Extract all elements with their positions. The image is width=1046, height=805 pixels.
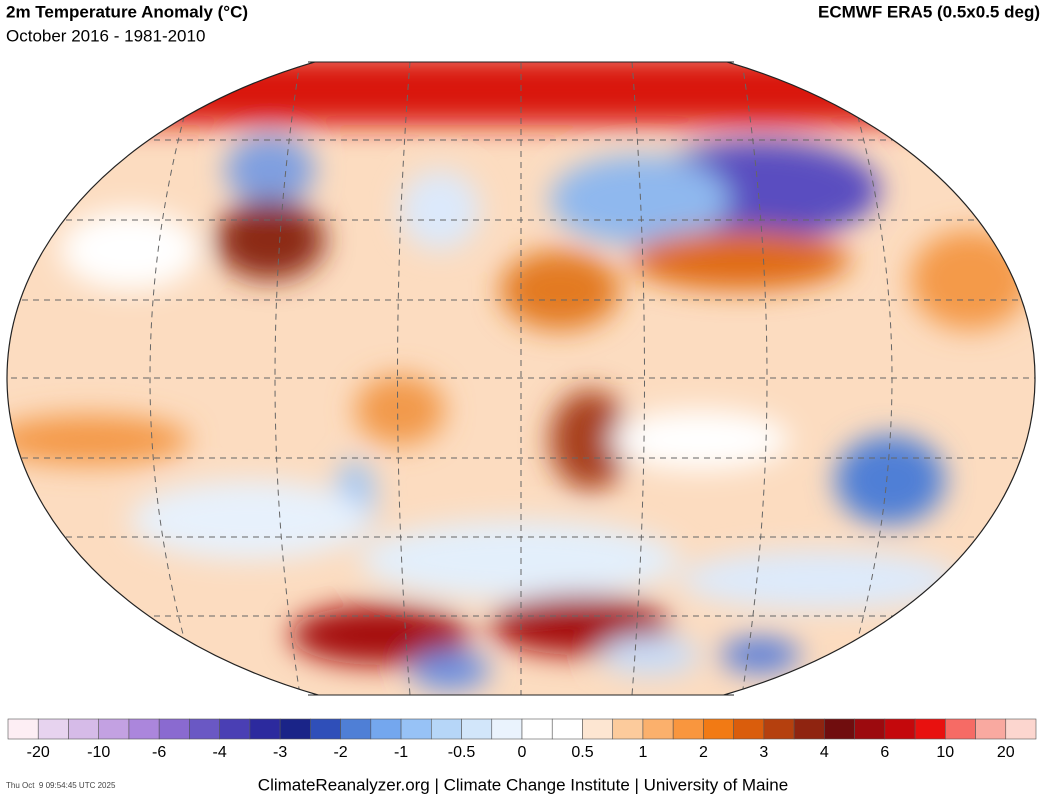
colorbar-label: 2 [699,744,708,761]
colorbar-swatch [703,718,734,740]
colorbar-swatch [612,718,644,740]
colorbar-swatch [279,718,311,740]
colorbar-swatch [884,718,916,740]
colorbar-swatch [824,718,855,740]
colorbar-swatch [430,718,462,740]
colorbar: -20 -10 -6 -4 -3 -2 -1 -0.5 0 0.5 1 2 3 4 6 10 20 [7,718,1037,761]
colorbar-swatch [98,718,130,740]
colorbar-swatch [763,718,795,740]
colorbar-swatch [491,718,523,740]
timestamp: Thu Oct 9 09:54:45 UTC 2025 [6,781,116,790]
colorbar-label: 4 [820,744,829,761]
colorbar-label: 10 [936,744,954,761]
colorbar-swatch [733,718,765,740]
colorbar-swatch [219,718,251,740]
colorbar-label: 1 [638,744,647,761]
colorbar-swatch [340,718,372,740]
colorbar-label: -1 [394,744,408,761]
colorbar-label: -0.5 [448,744,476,761]
colorbar-swatch [1005,718,1037,740]
colorbar-swatch [189,718,220,740]
colorbar-swatch [461,718,493,740]
colorbar-swatch [310,718,341,740]
colorbar-swatch [68,718,100,740]
colorbar-label: -4 [213,744,227,761]
colorbar-swatch [914,718,946,740]
colorbar-label: 0.5 [571,744,593,761]
colorbar-swatch [944,718,976,740]
colorbar-swatch [551,718,583,740]
colorbar-swatch [521,718,553,740]
title: 2m Temperature Anomaly (°C) [6,2,248,21]
colorbar-swatch [128,718,160,740]
colorbar-label: 20 [997,744,1015,761]
colorbar-swatch [975,718,1007,740]
colorbar-label: -6 [152,744,166,761]
colorbar-swatch [370,718,402,740]
colorbar-label: 3 [759,744,768,761]
colorbar-swatch [158,718,190,740]
colorbar-label: 6 [880,744,889,761]
colorbar-swatch [793,718,825,740]
colorbar-label: -20 [27,744,50,761]
colorbar-swatch [642,718,674,740]
colorbar-swatch [249,718,281,740]
colorbar-label: -10 [87,744,110,761]
colorbar-swatch [400,718,432,740]
colorbar-label: -3 [273,744,287,761]
colorbar-swatch [7,718,39,740]
colorbar-swatch [854,718,886,740]
map-border [6,62,1036,695]
credit: ClimateReanalyzer.org | Climate Change I… [258,775,788,794]
colorbar-label: -2 [333,744,347,761]
source: ECMWF ERA5 (0.5x0.5 deg) [818,2,1040,21]
colorbar-swatch [37,718,69,740]
colorbar-swatch [582,718,614,740]
colorbar-label: 0 [518,744,527,761]
subtitle: October 2016 - 1981-2010 [6,26,205,45]
colorbar-swatch [672,718,704,740]
